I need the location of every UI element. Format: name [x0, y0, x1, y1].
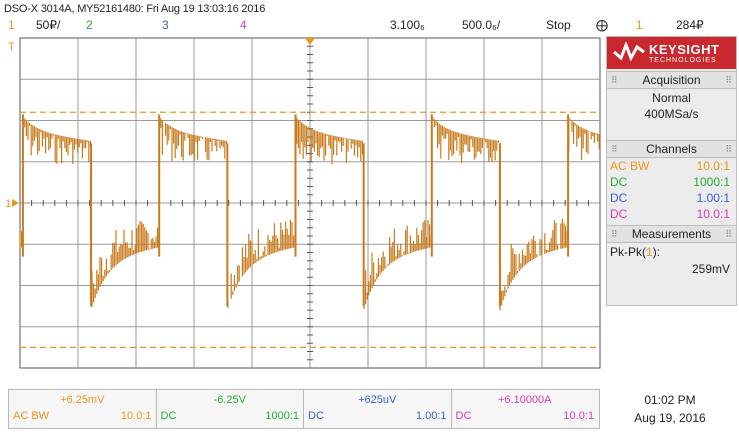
clock-time: 01:02 PM [644, 393, 696, 407]
acquisition-header[interactable]: ⠿ Acquisition ⠿ [607, 71, 736, 89]
clock: 01:02 PM Aug 19, 2016 [610, 391, 730, 427]
channel-4-coupling-label: DC [455, 410, 472, 422]
grip-icon: ⠿ [725, 229, 732, 239]
trigger-slope-icon: ⨁ [596, 18, 608, 32]
ground-arrow-icon [12, 199, 19, 207]
channel-3-info[interactable]: +625uV DC 1.00:1 [304, 390, 452, 428]
grip-icon: ⠿ [725, 75, 732, 85]
acquisition-mode: Normal [652, 91, 691, 105]
channel-2-offset: -6.25V [213, 394, 246, 406]
channel-1-probe[interactable]: 10.0:1 [696, 159, 730, 173]
ch3-number[interactable]: 3 [162, 18, 169, 32]
channel-2-probe[interactable]: 1000:1 [693, 175, 730, 189]
channel-4-probe-label: 10.0:1 [563, 410, 594, 422]
clock-date: Aug 19, 2016 [634, 411, 706, 425]
ch2-number[interactable]: 2 [86, 18, 93, 32]
channel-4-coupling[interactable]: DC [610, 207, 628, 221]
trace-envelope [19, 116, 600, 311]
channel-1-coupling-label: AC BW [13, 410, 50, 422]
side-panel: KEYSIGHT TECHNOLOGIES ⠿ Acquisition ⠿ No… [606, 36, 737, 306]
horizontal-delay[interactable]: 3.100₆ [390, 18, 425, 32]
run-state[interactable]: Stop [546, 18, 571, 32]
status-bar: 1 50₽/ 2 3 4 3.100₆ 500.0₆/ Stop ⨁ [0, 18, 608, 34]
channel-4-info[interactable]: +6.10000A DC 10.0:1 [452, 390, 599, 428]
channel1-trace [19, 114, 600, 311]
channel-1-info[interactable]: +6.25mV AC BW 10.0:1 [9, 390, 157, 428]
window-title: DSO-X 3014A, MY52161480: Fri Aug 19 13:0… [4, 3, 266, 15]
measurement-value: 259mV [691, 262, 730, 276]
sample-rate: 400MSa/s [644, 107, 699, 121]
channel-3-coupling-label: DC [308, 410, 324, 422]
graticule [19, 37, 601, 369]
channels-header[interactable]: ⠿ Channels ⠿ [607, 140, 736, 158]
channel-3-offset: +625uV [358, 394, 397, 406]
trigger-level[interactable]: 284₽ [676, 18, 704, 32]
ch4-number[interactable]: 4 [240, 18, 247, 32]
grip-icon: ⠿ [611, 144, 618, 154]
brand-name: KEYSIGHT [649, 42, 720, 57]
trigger-source[interactable]: 1 [636, 18, 643, 32]
display-overlay: T1 [5, 38, 600, 348]
grip-icon: ⠿ [611, 75, 618, 85]
channel-1-offset: +6.25mV [60, 394, 105, 406]
keysight-logo: KEYSIGHT TECHNOLOGIES [607, 37, 736, 69]
ch1-number[interactable]: 1 [8, 18, 15, 32]
channel-info-bar: +6.25mV AC BW 10.0:1 -6.25V DC 1000:1 +625uV DC… [8, 389, 600, 429]
channel-3-probe[interactable]: 1.00:1 [696, 191, 730, 205]
brand-subtitle: TECHNOLOGIES [649, 57, 717, 64]
channel-3-coupling[interactable]: DC [610, 191, 628, 205]
ch1-ground-marker[interactable]: 1 [5, 198, 11, 210]
trigger-level-marker[interactable]: T [8, 41, 15, 53]
channel-4-offset: +6.10000A [497, 394, 552, 406]
waveform-display[interactable]: T1 [0, 36, 604, 374]
channel-2-probe-label: 1000:1 [265, 410, 299, 422]
channel-3-probe-label: 1.00:1 [415, 410, 447, 422]
channel-4-probe[interactable]: 10.0:1 [696, 207, 730, 221]
measurements-header[interactable]: ⠿ Measurements ⠿ [607, 225, 736, 243]
trigger-position-icon[interactable] [305, 38, 315, 45]
grip-icon: ⠿ [725, 144, 732, 154]
measurement-label: Pk-Pk(1): [610, 245, 661, 259]
channel-2-coupling[interactable]: DC [610, 175, 628, 189]
grip-icon: ⠿ [611, 229, 618, 239]
channel-1-coupling[interactable]: AC BW [610, 159, 650, 173]
channel-1-probe-label: 10.0:1 [120, 410, 152, 422]
channel-2-coupling-label: DC [160, 410, 177, 422]
timebase-scale[interactable]: 500.0₆/ [462, 18, 501, 32]
keysight-wave-icon [613, 42, 645, 62]
ch1-scale[interactable]: 50₽/ [36, 18, 61, 32]
channel-2-info[interactable]: -6.25V DC 1000:1 [157, 390, 304, 428]
